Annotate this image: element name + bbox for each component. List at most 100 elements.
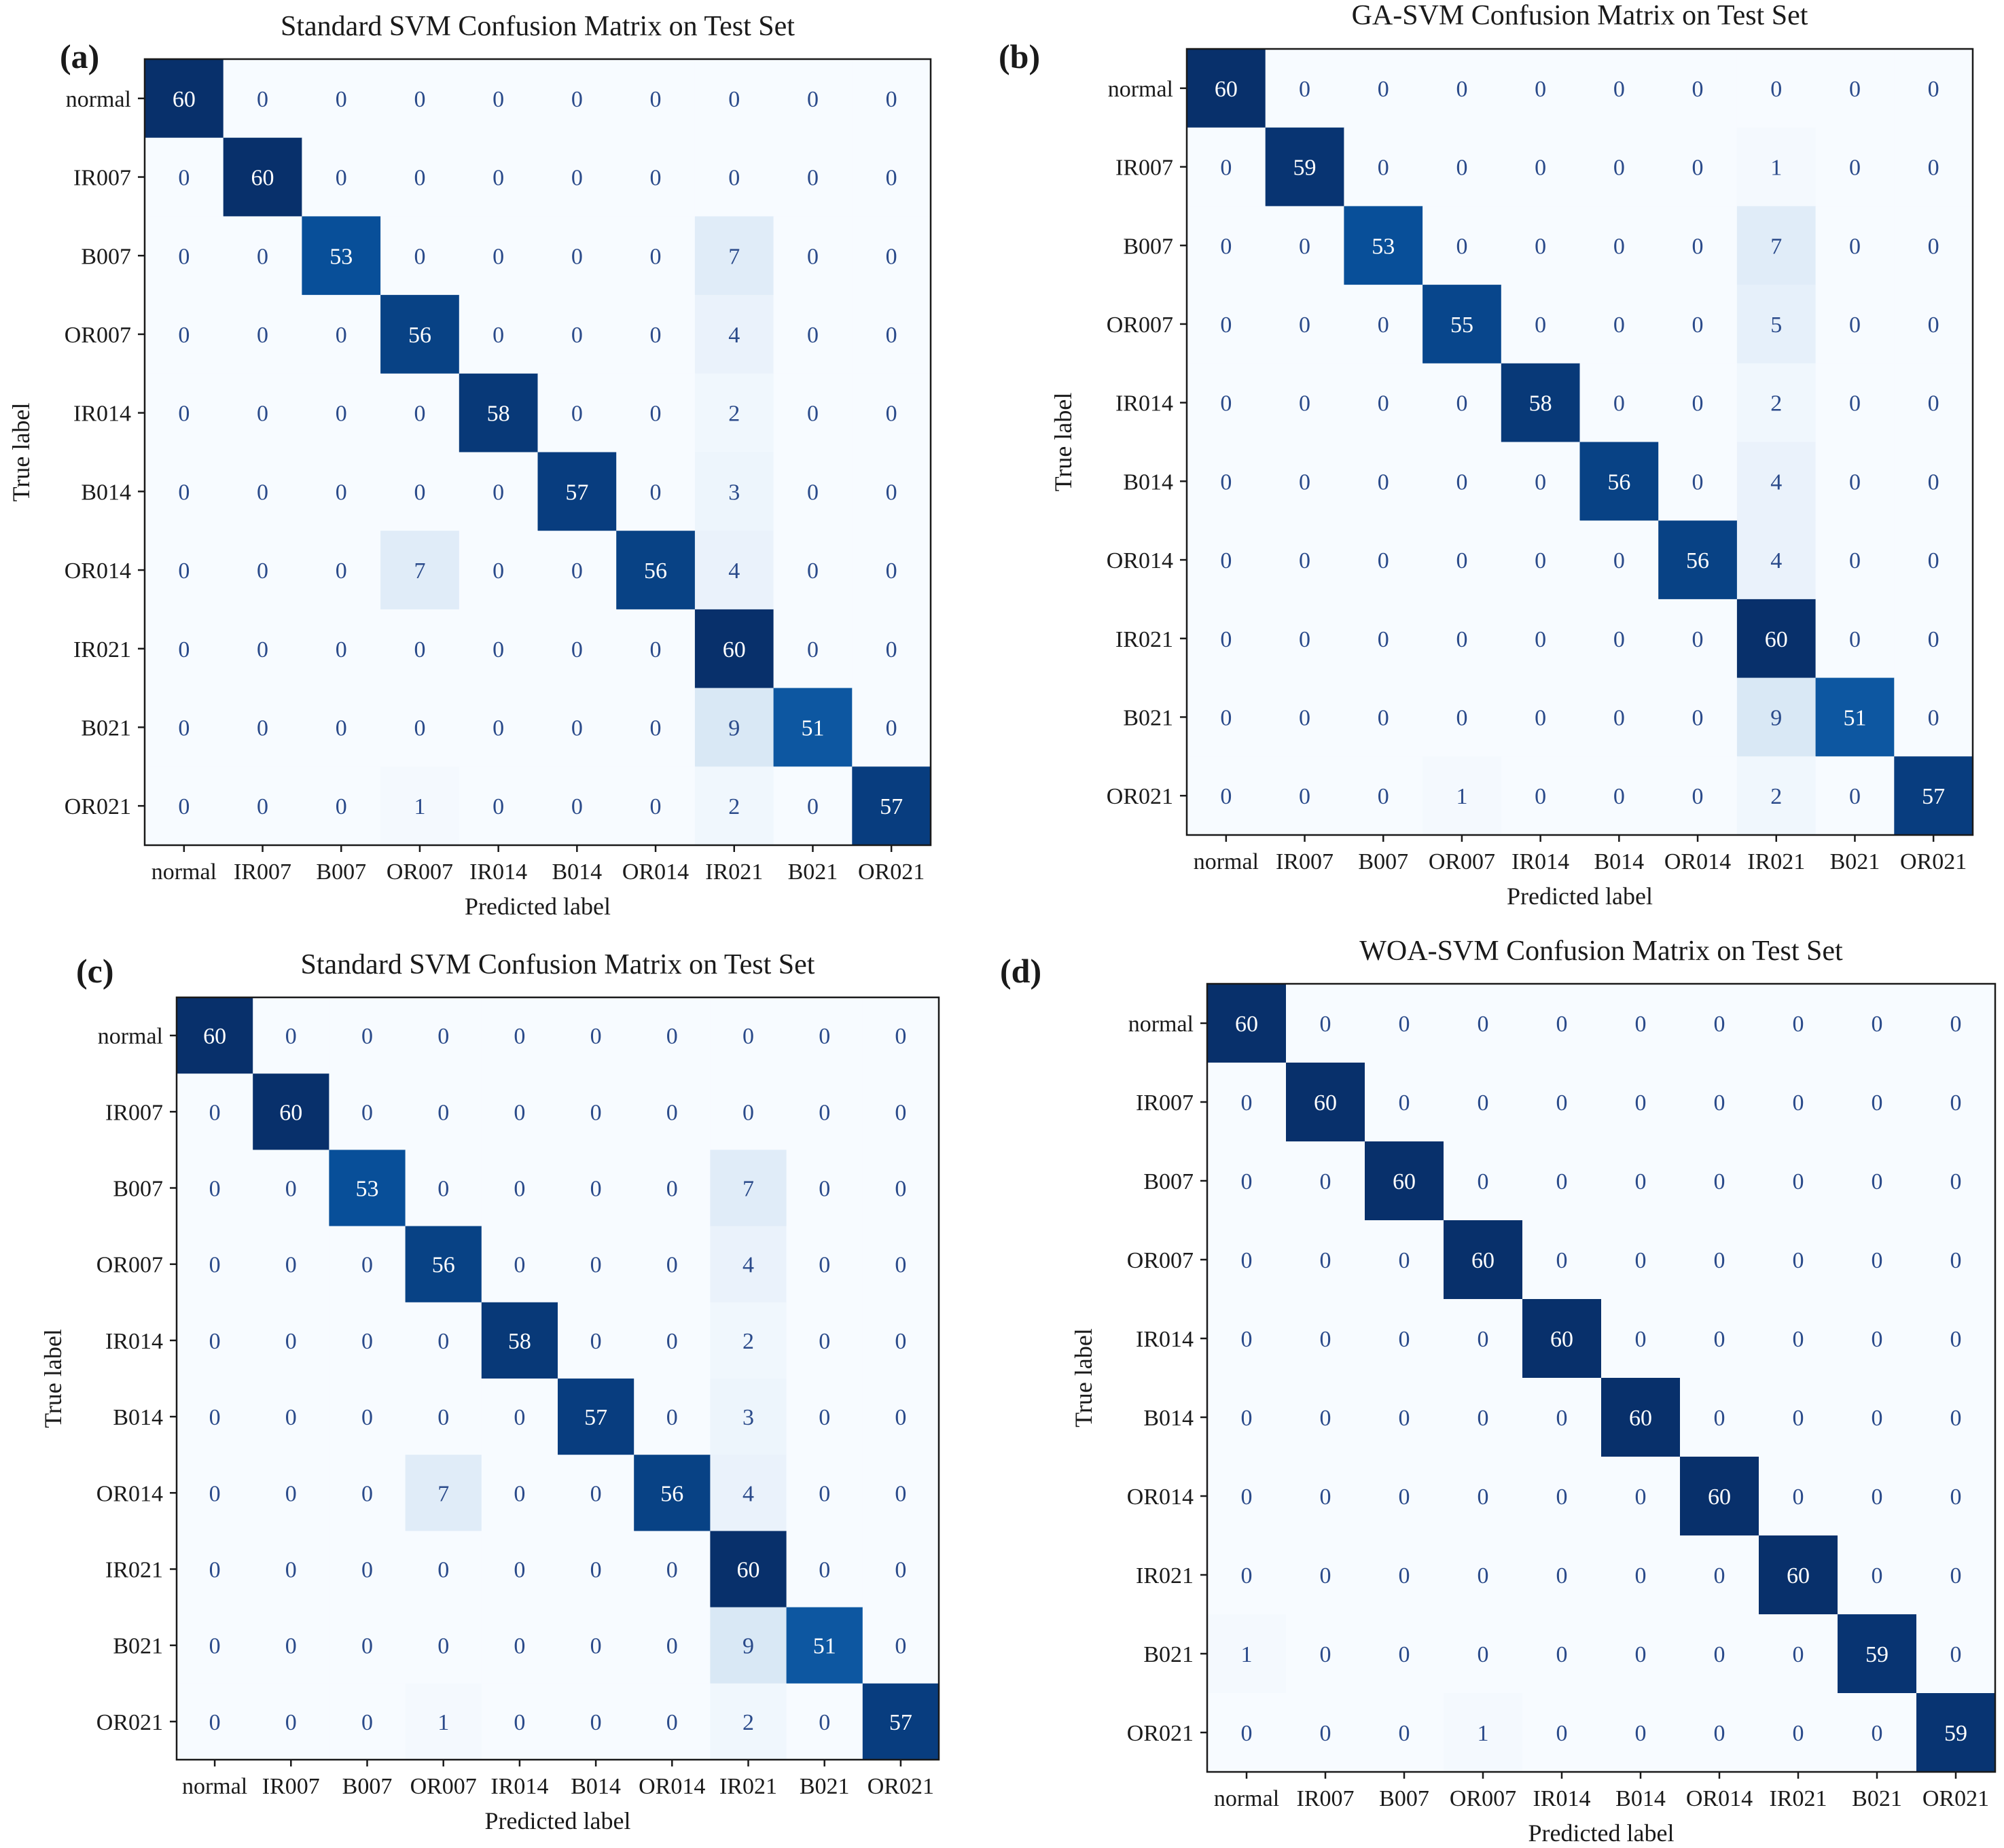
cell-value: 0 xyxy=(1478,1406,1489,1431)
heatmap-cell xyxy=(1444,1457,1523,1536)
cell-value: 0 xyxy=(666,1024,678,1049)
cell-value: 0 xyxy=(819,1177,830,1202)
cell-value: 60 xyxy=(1629,1406,1652,1431)
cell-value: 0 xyxy=(1793,1721,1804,1746)
cell-value: 0 xyxy=(1849,156,1861,181)
x-tick-label: IR021 xyxy=(1770,1786,1827,1811)
cell-value: 0 xyxy=(1320,1563,1331,1588)
cell-value: 0 xyxy=(1299,469,1310,495)
heatmap-cell xyxy=(616,688,696,767)
heatmap-cell xyxy=(1286,1063,1365,1142)
heatmap-cell xyxy=(1265,520,1344,600)
heatmap-cell xyxy=(1658,206,1738,285)
cell-value: 0 xyxy=(1378,77,1389,102)
heatmap-cell xyxy=(459,59,538,139)
cell-value: 0 xyxy=(1241,1327,1253,1352)
cell-value: 0 xyxy=(1535,705,1546,730)
cell-value: 0 xyxy=(336,87,347,112)
cell-value: 0 xyxy=(285,1710,297,1735)
x-tick-label: normal xyxy=(151,859,217,885)
heatmap-cell xyxy=(1894,756,1973,836)
panel-4: (d) WOA-SVM Confusion Matrix on Test Set 6… xyxy=(1000,936,1997,1847)
cell-value: 0 xyxy=(1872,1563,1883,1588)
cell-value: 0 xyxy=(209,1634,221,1659)
y-tick-label: B014 xyxy=(1123,469,1173,495)
x-tick-label: IR021 xyxy=(1747,849,1805,874)
heatmap-cell xyxy=(1344,206,1423,285)
cell-value: 0 xyxy=(178,715,190,741)
cell-value: 0 xyxy=(886,558,897,584)
cell-value: 9 xyxy=(728,715,740,741)
x-tick-label: OR021 xyxy=(1900,849,1967,874)
heatmap-cell xyxy=(1579,599,1659,679)
heatmap-cell xyxy=(773,766,853,846)
heatmap-cell xyxy=(1658,363,1738,442)
cell-value: 0 xyxy=(1299,548,1310,573)
heatmap-cell xyxy=(773,452,853,531)
cell-value: 0 xyxy=(895,1177,906,1202)
cell-value: 0 xyxy=(1299,627,1310,652)
heatmap-cell xyxy=(405,1226,482,1303)
heatmap-cell xyxy=(1680,1457,1759,1536)
heatmap-cell xyxy=(1207,1693,1287,1773)
heatmap-cell xyxy=(223,373,302,452)
heatmap-cell xyxy=(1522,1378,1602,1457)
cell-value: 0 xyxy=(1378,313,1389,338)
cell-value: 0 xyxy=(1635,1248,1647,1273)
heatmap-cell xyxy=(1894,206,1973,285)
heatmap-cell xyxy=(481,1302,558,1379)
heatmap-cell xyxy=(459,452,538,531)
cell-value: 0 xyxy=(1793,1327,1804,1352)
cell-value: 0 xyxy=(1535,156,1546,181)
heatmap-cell xyxy=(1286,1299,1365,1379)
heatmap-cell xyxy=(1815,206,1895,285)
heatmap-cell xyxy=(1815,442,1895,521)
heatmap-cell xyxy=(558,1150,634,1227)
heatmap-cell xyxy=(1759,984,1838,1063)
heatmap-cell xyxy=(616,531,696,610)
y-axis-label: True label xyxy=(39,1329,67,1428)
panel-letter: (b) xyxy=(999,37,1040,75)
cell-value: 0 xyxy=(336,558,347,584)
heatmap-cell xyxy=(616,59,696,139)
heatmap-cell xyxy=(1658,442,1738,521)
cell-value: 0 xyxy=(1478,1563,1489,1588)
heatmap-cell xyxy=(1601,1141,1681,1221)
heatmap-cell xyxy=(773,373,853,452)
heatmap-cell xyxy=(1658,520,1738,600)
cell-value: 0 xyxy=(1220,705,1232,730)
cell-value: 0 xyxy=(1456,548,1467,573)
cell-value: 0 xyxy=(514,1710,525,1735)
heatmap-cell xyxy=(1815,599,1895,679)
heatmap-cell xyxy=(694,531,774,610)
x-tick-label: B021 xyxy=(800,1774,850,1799)
heatmap-cell xyxy=(253,1683,329,1760)
heatmap-cell xyxy=(459,137,538,217)
x-tick-label: B014 xyxy=(1615,1786,1666,1811)
cell-value: 0 xyxy=(571,244,583,269)
heatmap-cell xyxy=(1501,599,1580,679)
cell-value: 0 xyxy=(819,1558,830,1583)
heatmap-cell xyxy=(537,766,617,846)
heatmap-cell xyxy=(1522,1535,1602,1615)
cell-value: 0 xyxy=(886,166,897,191)
cell-value: 0 xyxy=(257,637,268,662)
cell-value: 0 xyxy=(1556,1563,1568,1588)
cell-value: 58 xyxy=(508,1329,531,1354)
y-tick-label: OR007 xyxy=(96,1253,163,1278)
heatmap-cell xyxy=(405,1607,482,1684)
cell-value: 0 xyxy=(666,1710,678,1735)
cell-value: 60 xyxy=(1765,627,1788,652)
heatmap-cell xyxy=(862,997,940,1074)
cell-value: 9 xyxy=(742,1634,754,1659)
heatmap-cell xyxy=(1916,1457,1996,1536)
heatmap-cell xyxy=(694,609,774,689)
cell-value: 0 xyxy=(336,402,347,427)
cell-value: 0 xyxy=(1692,784,1704,809)
cell-value: 0 xyxy=(1478,1090,1489,1116)
y-tick-label: IR021 xyxy=(1136,1563,1194,1588)
cell-value: 0 xyxy=(1928,77,1939,102)
heatmap-cell xyxy=(177,1073,253,1150)
cell-value: 0 xyxy=(666,1253,678,1278)
x-tick-label: B014 xyxy=(1594,849,1645,874)
